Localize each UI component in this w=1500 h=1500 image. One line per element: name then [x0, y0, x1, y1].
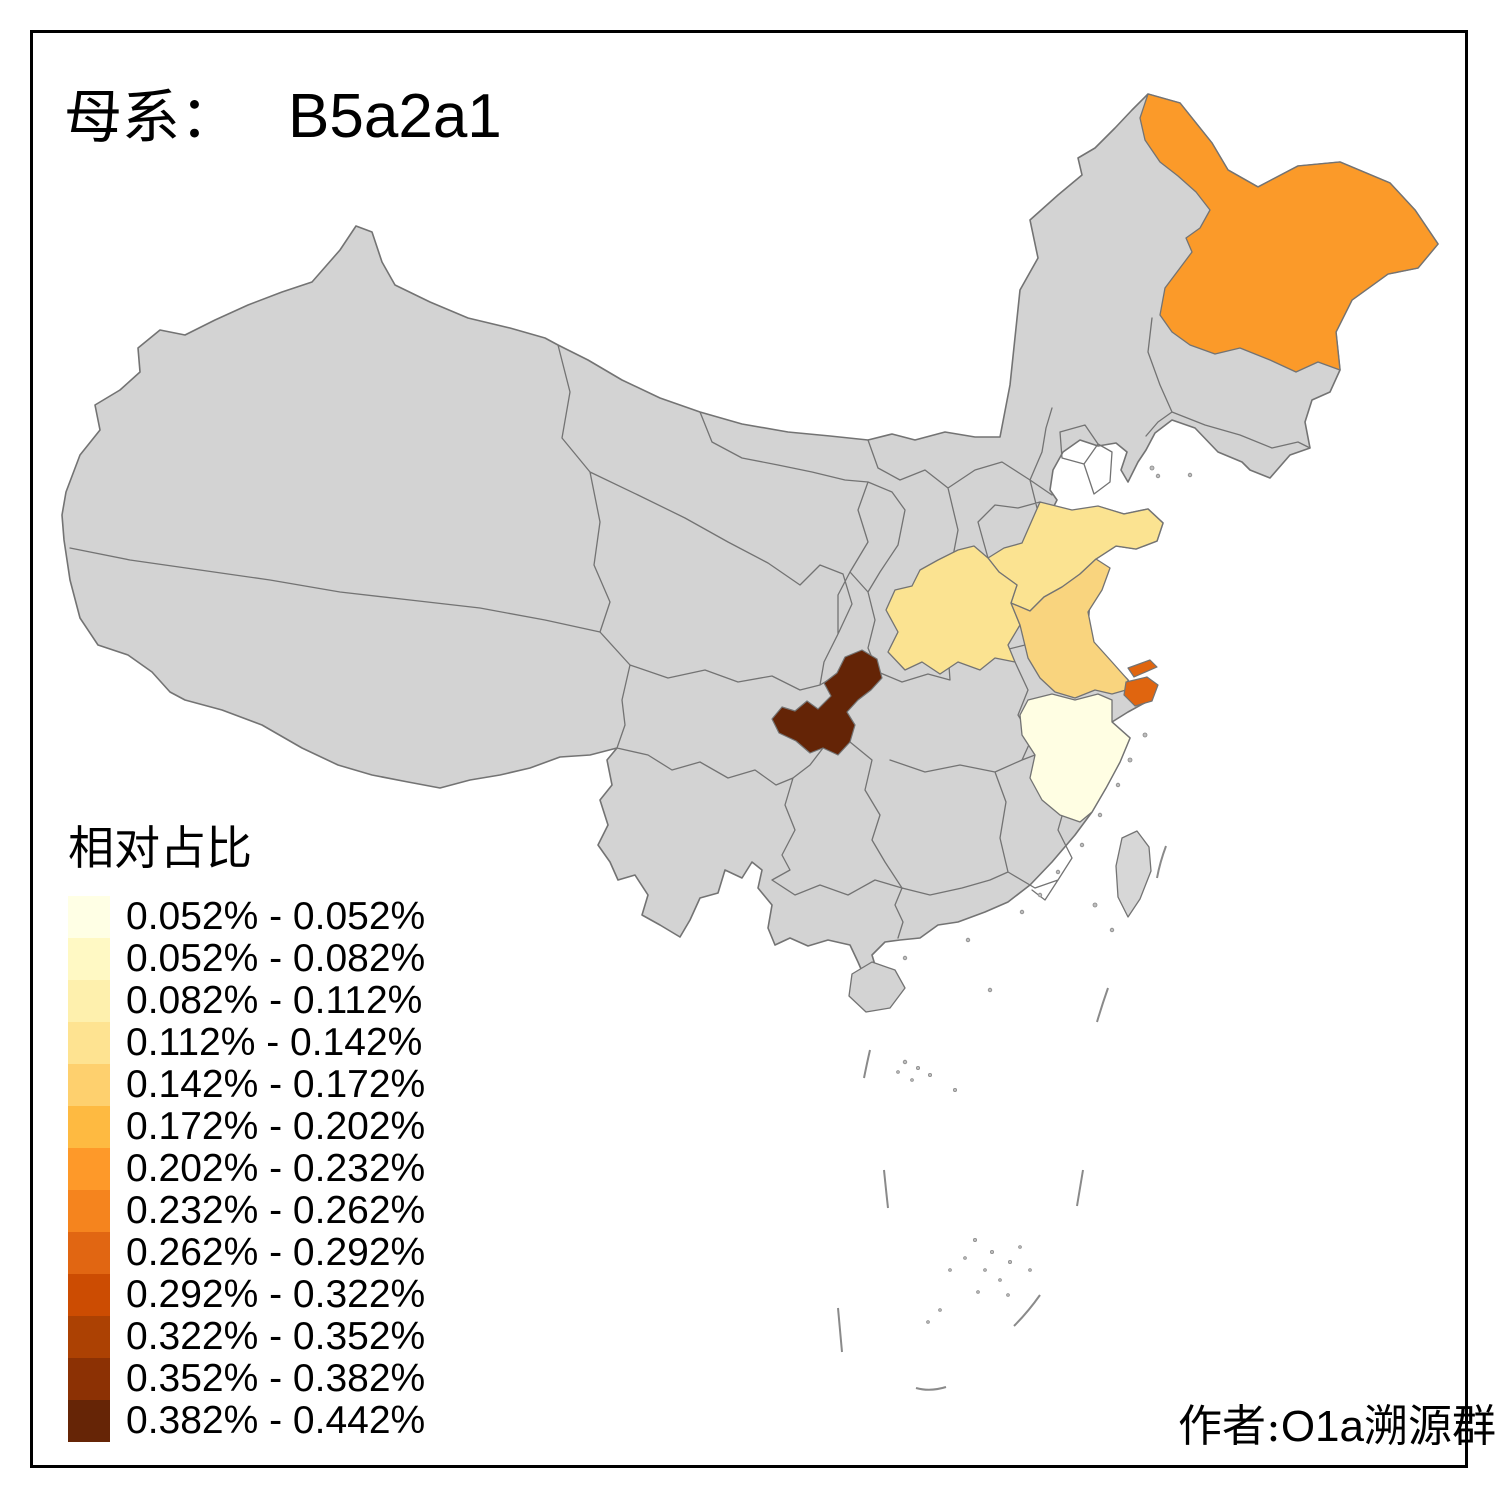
legend-swatch — [68, 1064, 110, 1106]
legend-label: 0.292% - 0.322% — [126, 1273, 426, 1316]
title-label: 母系： — [64, 83, 239, 151]
legend-label: 0.052% - 0.082% — [126, 937, 426, 980]
legend-item: 0.262% - 0.292% — [68, 1232, 425, 1274]
legend-label: 0.352% - 0.382% — [126, 1357, 426, 1400]
title-haplogroup: B5a2a1 — [288, 82, 502, 151]
legend-swatch — [68, 896, 110, 938]
legend-item: 0.052% - 0.082% — [68, 938, 425, 980]
legend-swatch — [68, 1316, 110, 1358]
legend-item: 0.232% - 0.262% — [68, 1190, 425, 1232]
legend-items: 0.052% - 0.052% 0.052% - 0.082% 0.082% - 0… — [68, 896, 425, 1442]
region-shanghai-chongming — [1127, 659, 1158, 678]
legend-label: 0.112% - 0.142% — [126, 1021, 423, 1064]
legend-label: 0.172% - 0.202% — [126, 1105, 426, 1148]
region-jiangsu — [1010, 558, 1129, 699]
legend-item: 0.172% - 0.202% — [68, 1106, 425, 1148]
legend-item: 0.142% - 0.172% — [68, 1064, 425, 1106]
legend-item: 0.322% - 0.352% — [68, 1316, 425, 1358]
legend-swatch — [68, 1358, 110, 1400]
small-islands — [896, 465, 1193, 1324]
legend-label: 0.232% - 0.262% — [126, 1189, 426, 1232]
credit-group: O1a — [1280, 1402, 1364, 1451]
legend-label: 0.142% - 0.172% — [126, 1063, 426, 1106]
legend-label: 0.202% - 0.232% — [126, 1147, 426, 1190]
credit-suffix: 溯源群 — [1364, 1401, 1496, 1452]
legend-item: 0.352% - 0.382% — [68, 1358, 425, 1400]
legend-swatch — [68, 980, 110, 1022]
region-heilongjiang — [1139, 93, 1439, 373]
legend-title: 相对占比 — [68, 821, 252, 875]
region-shanghai — [1123, 676, 1159, 707]
legend-swatch — [68, 1274, 110, 1316]
legend-swatch — [68, 1106, 110, 1148]
taiwan-island — [1115, 830, 1152, 918]
legend-item: 0.082% - 0.112% — [68, 980, 425, 1022]
legend-swatch — [68, 1148, 110, 1190]
credit-prefix: 作者: — [1178, 1401, 1281, 1452]
legend-label: 0.262% - 0.292% — [126, 1231, 426, 1274]
legend-item: 0.052% - 0.052% — [68, 896, 425, 938]
legend-swatch — [68, 1022, 110, 1064]
legend-label: 0.322% - 0.352% — [126, 1315, 426, 1358]
credit-text: 作者:O1a溯源群 — [1178, 1390, 1496, 1454]
legend: 相对占比 0.052% - 0.052% 0.052% - 0.082% 0.082… — [68, 812, 425, 1442]
nine-dash-line — [837, 845, 1167, 1391]
legend-label: 0.052% - 0.052% — [126, 895, 426, 938]
legend-item: 0.202% - 0.232% — [68, 1148, 425, 1190]
page-title: 母系： B5a2a1 — [64, 70, 502, 154]
legend-swatch — [68, 1400, 110, 1442]
legend-swatch — [68, 1190, 110, 1232]
legend-item: 0.382% - 0.442% — [68, 1400, 425, 1442]
legend-item: 0.112% - 0.142% — [68, 1022, 425, 1064]
legend-label: 0.382% - 0.442% — [126, 1399, 426, 1442]
legend-item: 0.292% - 0.322% — [68, 1274, 425, 1316]
region-zhejiang — [1019, 693, 1131, 823]
legend-label: 0.082% - 0.112% — [126, 979, 423, 1022]
legend-swatch — [68, 1232, 110, 1274]
legend-swatch — [68, 938, 110, 980]
region-chongqing — [771, 649, 883, 756]
hainan-island — [848, 961, 906, 1013]
